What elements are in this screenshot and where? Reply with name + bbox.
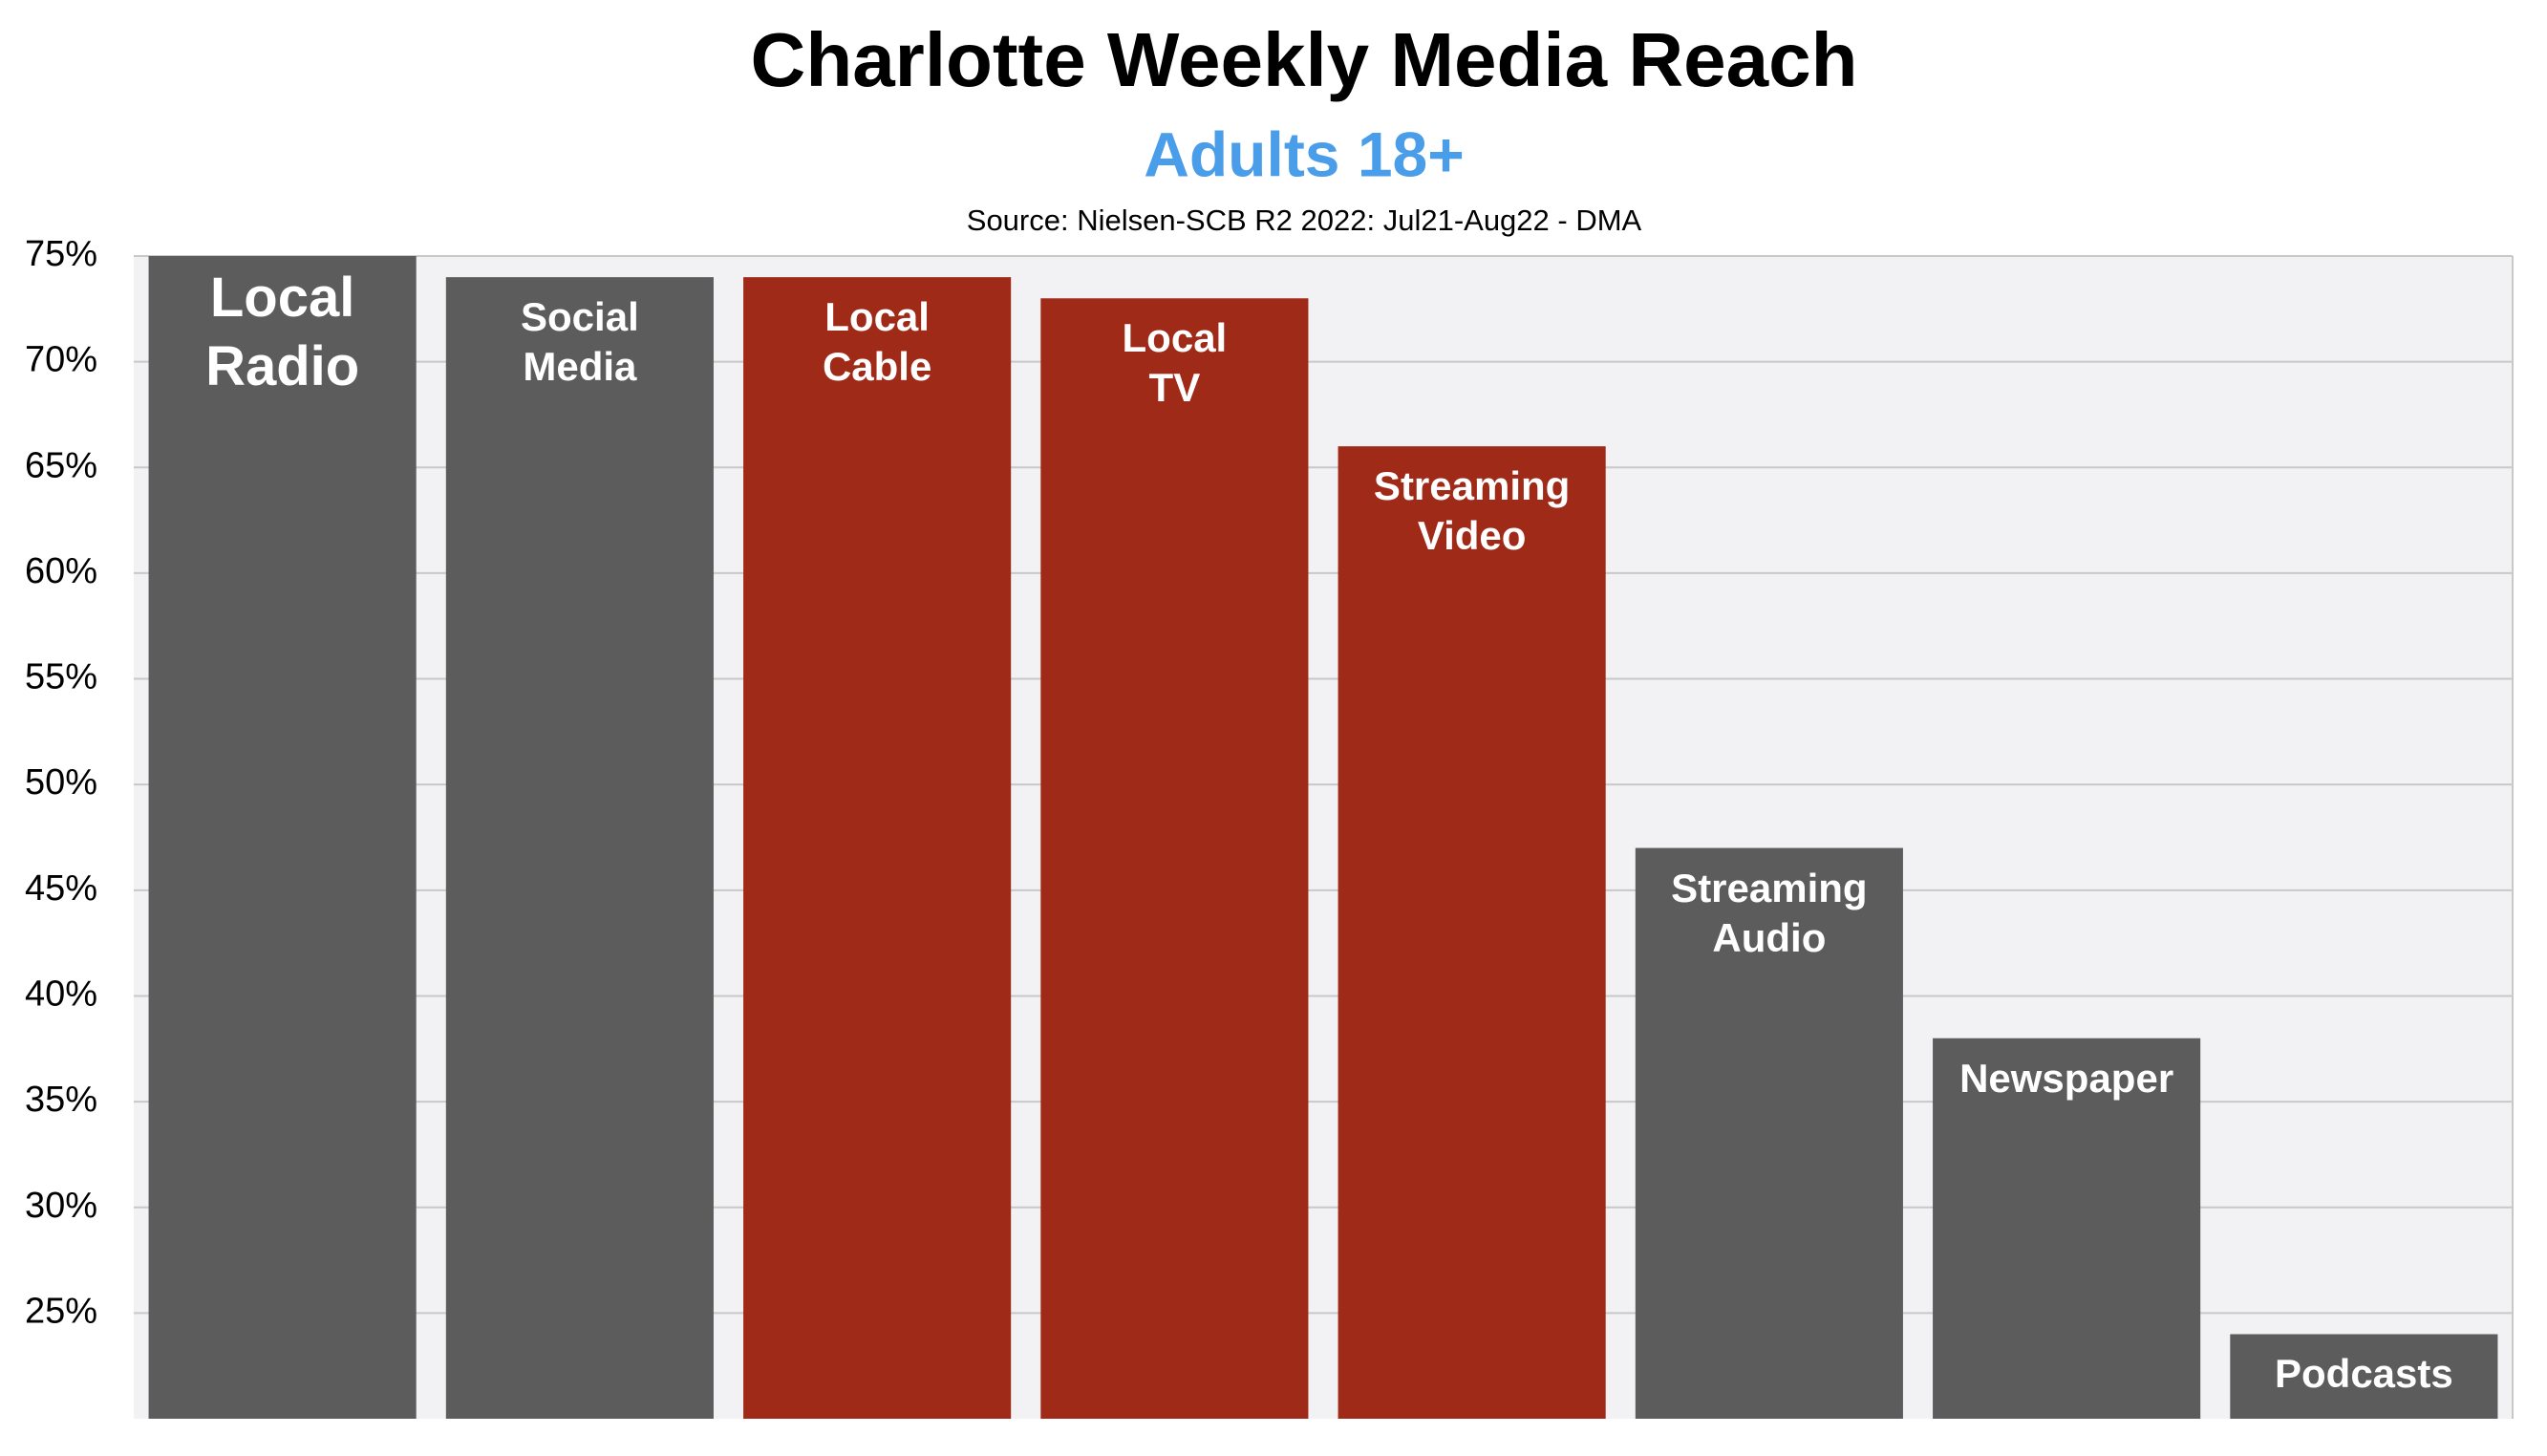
y-tick-label: 60% — [25, 551, 97, 591]
category-label: Streaming Video — [1373, 463, 1571, 559]
bar — [445, 277, 714, 1420]
y-tick-label: 50% — [25, 762, 97, 803]
chart-subtitle: Adults 18+ — [1144, 118, 1465, 189]
bar — [2230, 1334, 2498, 1419]
y-tick-label: 40% — [25, 974, 97, 1014]
category-label: Newspaper — [1959, 1055, 2174, 1101]
bar — [1933, 1038, 2201, 1419]
y-tick-label: 70% — [25, 340, 97, 380]
chart-title: Charlotte Weekly Media Reach — [751, 17, 1858, 102]
bar — [743, 277, 1012, 1420]
y-tick-label: 55% — [25, 657, 97, 697]
category-label: Social Media — [521, 294, 639, 390]
chart-source: Source: Nielsen-SCB R2 2022: Jul21-Aug22… — [967, 203, 1642, 237]
category-label: Streaming Audio — [1671, 865, 1868, 960]
bar — [1338, 446, 1606, 1419]
category-label: Local Cable — [822, 294, 932, 390]
bar — [148, 256, 417, 1419]
category-label: Podcasts — [2275, 1351, 2453, 1397]
bar — [1040, 298, 1309, 1420]
y-tick-label: 75% — [25, 234, 97, 274]
y-tick-label: 45% — [25, 868, 97, 909]
category-label: Local TV — [1122, 315, 1228, 411]
bar — [1635, 847, 1903, 1419]
y-tick-label: 65% — [25, 445, 97, 485]
y-tick-label: 30% — [25, 1186, 97, 1226]
y-tick-label: 35% — [25, 1080, 97, 1120]
category-label: Local Radio — [205, 267, 360, 397]
y-tick-label: 25% — [25, 1291, 97, 1331]
